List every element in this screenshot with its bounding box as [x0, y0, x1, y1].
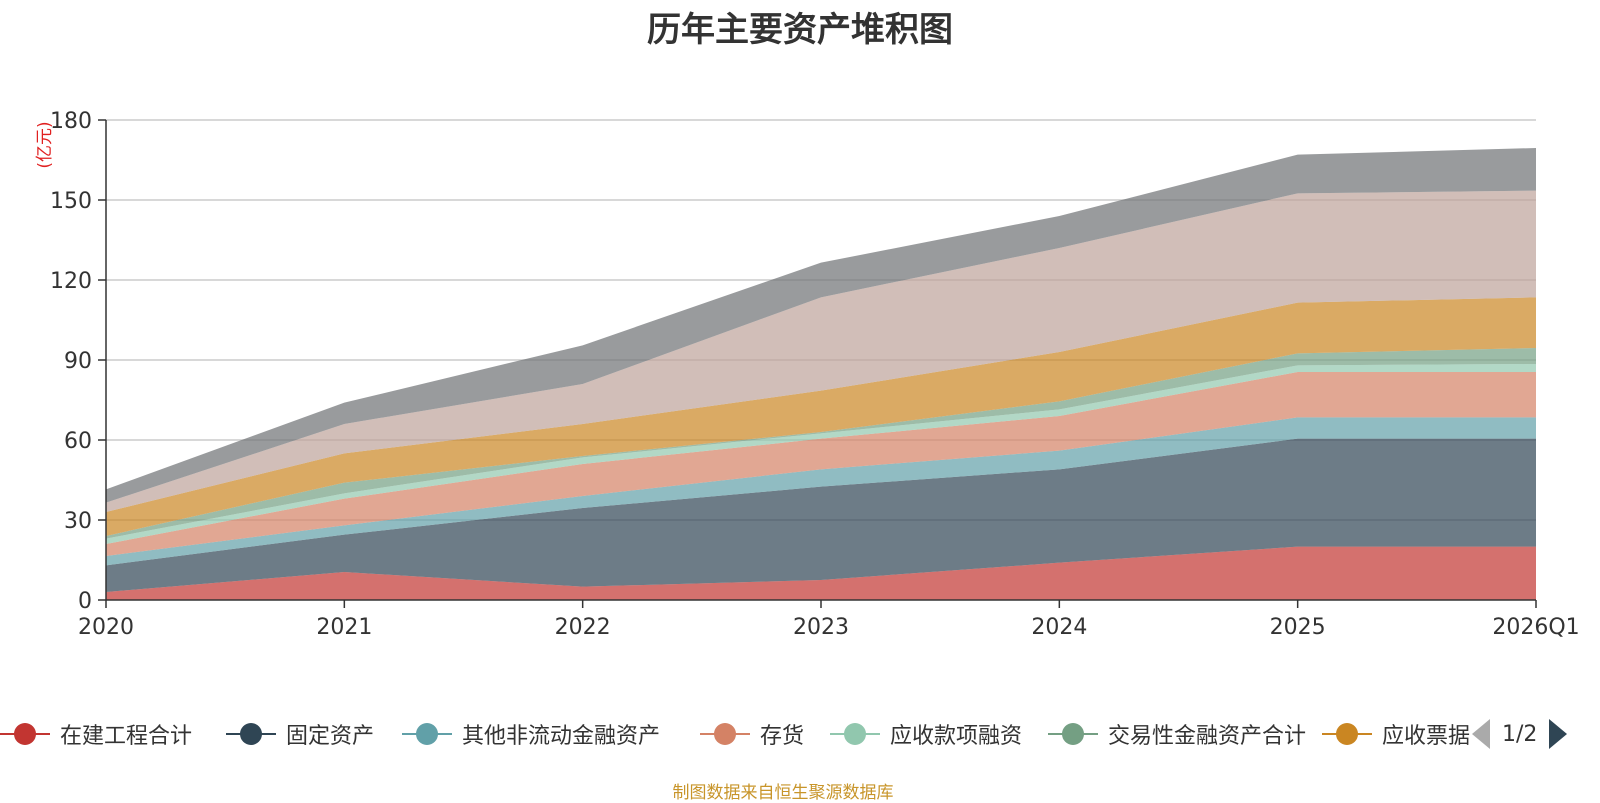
chart-title: 历年主要资产堆积图	[647, 10, 953, 50]
x-tick-label-2021: 2021	[316, 615, 372, 640]
previous-page-icon[interactable]	[1472, 719, 1490, 749]
legend-marker-icon	[1322, 716, 1372, 752]
x-tick-label-2023: 2023	[793, 615, 849, 640]
legend-pager: 1/2	[1472, 716, 1568, 752]
legend-item-6[interactable]: 交易性金融资产合计	[1048, 716, 1306, 752]
area-series-7[interactable]	[106, 297, 1536, 536]
legend-marker-icon	[700, 716, 750, 752]
y-tick-label-180: 180	[50, 109, 92, 134]
area-series-9[interactable]	[106, 148, 1536, 503]
next-page-icon[interactable]	[1549, 719, 1568, 749]
legend-label: 应收款项融资	[890, 724, 1023, 749]
y-tick-label-0: 0	[78, 589, 92, 614]
y-tick-label-90: 90	[64, 349, 92, 374]
area-series-4[interactable]	[106, 372, 1536, 556]
axes: 0 30 60 90 120 150 180 2020 2021 2022 2023 2024 2025…	[50, 109, 1580, 640]
legend-label: 在建工程合计	[60, 724, 193, 749]
legend-item-7[interactable]: 应收票据	[1322, 716, 1470, 752]
area-series-8[interactable]	[106, 190, 1536, 512]
x-tick-label-2022: 2022	[555, 615, 611, 640]
legend-marker-icon	[0, 716, 50, 752]
legend-page-indicator: 1/2	[1502, 721, 1538, 747]
legend: 在建工程合计 固定资产 其他非流动金融资产 存货 应收款项融资 交易性金融资产合计 应收票据	[0, 716, 1600, 752]
area-series-1[interactable]	[106, 546, 1536, 600]
x-tick-label-2020: 2020	[78, 615, 134, 640]
y-tick-label-60: 60	[64, 429, 92, 454]
data-source-note: 制图数据来自恒生聚源数据库	[672, 783, 894, 803]
legend-label: 其他非流动金融资产	[462, 724, 661, 749]
y-tick-label-120: 120	[50, 269, 92, 294]
area-series-2[interactable]	[106, 438, 1536, 592]
legend-label: 固定资产	[286, 724, 375, 749]
legend-label: 交易性金融资产合计	[1108, 724, 1307, 749]
legend-item-4[interactable]: 存货	[700, 716, 804, 752]
legend-marker-icon	[226, 716, 276, 752]
x-tick-label-2026Q1: 2026Q1	[1492, 615, 1579, 640]
legend-item-5[interactable]: 应收款项融资	[830, 716, 1022, 752]
legend-item-2[interactable]: 固定资产	[226, 716, 374, 752]
legend-label: 存货	[760, 724, 805, 749]
x-tick-label-2024: 2024	[1031, 615, 1087, 640]
legend-label: 应收票据	[1382, 724, 1471, 749]
legend-marker-icon	[1048, 716, 1098, 752]
stacked-areas	[106, 148, 1536, 600]
area-series-3[interactable]	[106, 417, 1536, 566]
x-tick-label-2025: 2025	[1270, 615, 1326, 640]
y-tick-label-30: 30	[64, 509, 92, 534]
legend-marker-icon	[830, 716, 880, 752]
y-axis-unit-label: (亿元)	[35, 121, 55, 168]
legend-item-3[interactable]: 其他非流动金融资产	[402, 716, 660, 752]
y-tick-label-150: 150	[50, 189, 92, 214]
legend-marker-icon	[402, 716, 452, 752]
legend-item-1[interactable]: 在建工程合计	[0, 716, 192, 752]
